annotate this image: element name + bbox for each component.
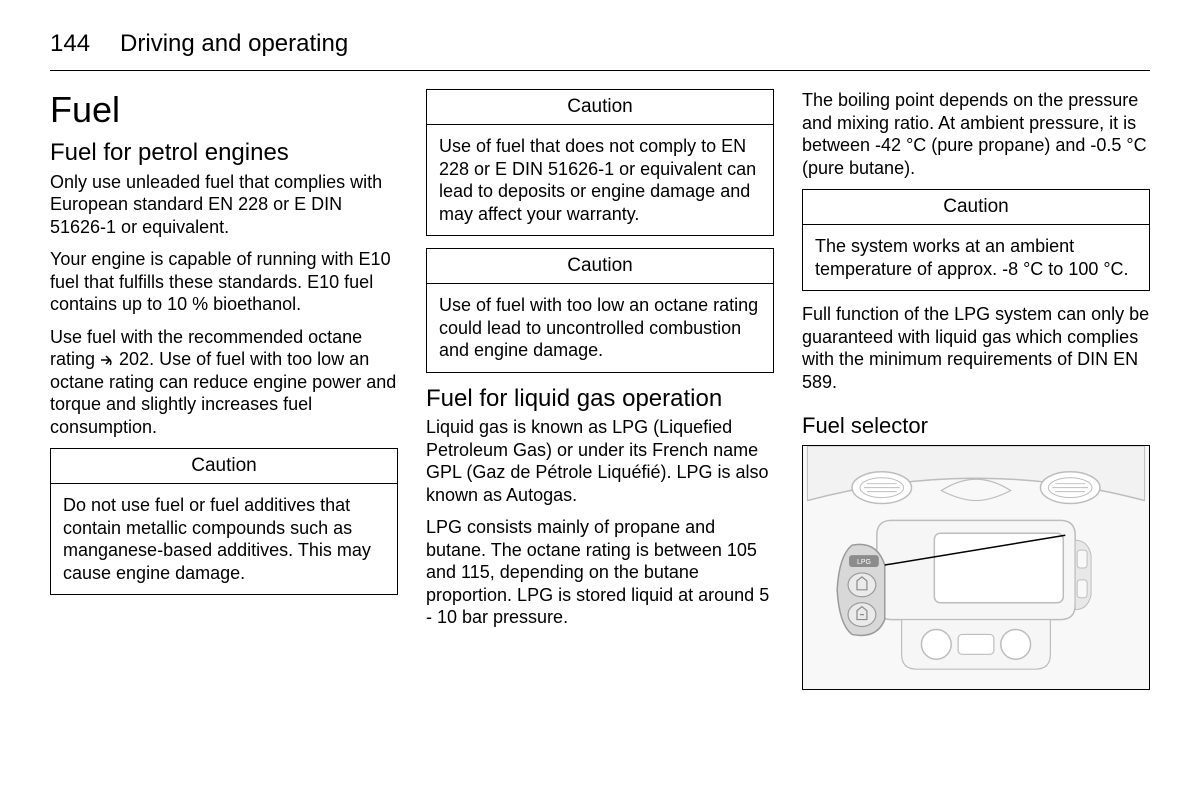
column-2: Caution Use of fuel that does not comply… bbox=[426, 89, 774, 690]
caution-text: Use of fuel that does not comply to EN 2… bbox=[427, 125, 773, 235]
lpg-label: LPG bbox=[857, 559, 871, 566]
paragraph: The boiling point depends on the pressur… bbox=[802, 89, 1150, 179]
caution-text: Use of fuel with too low an octane ratin… bbox=[427, 284, 773, 372]
paragraph: LPG consists mainly of propane and butan… bbox=[426, 516, 774, 629]
paragraph: Use fuel with the recommended octane rat… bbox=[50, 326, 398, 439]
content-columns: Fuel Fuel for petrol engines Only use un… bbox=[50, 89, 1150, 690]
caution-label: Caution bbox=[427, 249, 773, 284]
fuel-selector-illustration: LPG bbox=[802, 445, 1150, 690]
page-number: 144 bbox=[50, 30, 90, 58]
caution-box: Caution Do not use fuel or fuel additive… bbox=[50, 448, 398, 595]
caution-text: Do not use fuel or fuel additives that c… bbox=[51, 484, 397, 594]
caution-box: Caution Use of fuel that does not comply… bbox=[426, 89, 774, 236]
crossref-page: 202 bbox=[119, 349, 149, 369]
chapter-title: Driving and operating bbox=[120, 30, 348, 58]
subtitle-lpg: Fuel for liquid gas operation bbox=[426, 385, 774, 413]
subtitle-fuel-selector: Fuel selector bbox=[802, 413, 1150, 439]
caution-box: Caution Use of fuel with too low an octa… bbox=[426, 248, 774, 373]
caution-box: Caution The system works at an ambient t… bbox=[802, 189, 1150, 291]
caution-label: Caution bbox=[427, 90, 773, 125]
section-title-fuel: Fuel bbox=[50, 89, 398, 131]
paragraph: Your engine is capable of running with E… bbox=[50, 248, 398, 316]
caution-label: Caution bbox=[51, 449, 397, 484]
paragraph: Liquid gas is known as LPG (Liquefied Pe… bbox=[426, 416, 774, 506]
subtitle-petrol: Fuel for petrol engines bbox=[50, 139, 398, 167]
crossref-icon bbox=[100, 350, 114, 373]
column-3: The boiling point depends on the pressur… bbox=[802, 89, 1150, 690]
caution-text: The system works at an ambient temperatu… bbox=[803, 225, 1149, 290]
paragraph: Only use unleaded fuel that complies wit… bbox=[50, 171, 398, 239]
page-header: 144 Driving and operating bbox=[50, 30, 1150, 71]
paragraph: Full function of the LPG system can only… bbox=[802, 303, 1150, 393]
caution-label: Caution bbox=[803, 190, 1149, 225]
column-1: Fuel Fuel for petrol engines Only use un… bbox=[50, 89, 398, 690]
dashboard-svg: LPG bbox=[803, 446, 1149, 689]
lpg-switch-icon: LPG bbox=[837, 544, 885, 635]
